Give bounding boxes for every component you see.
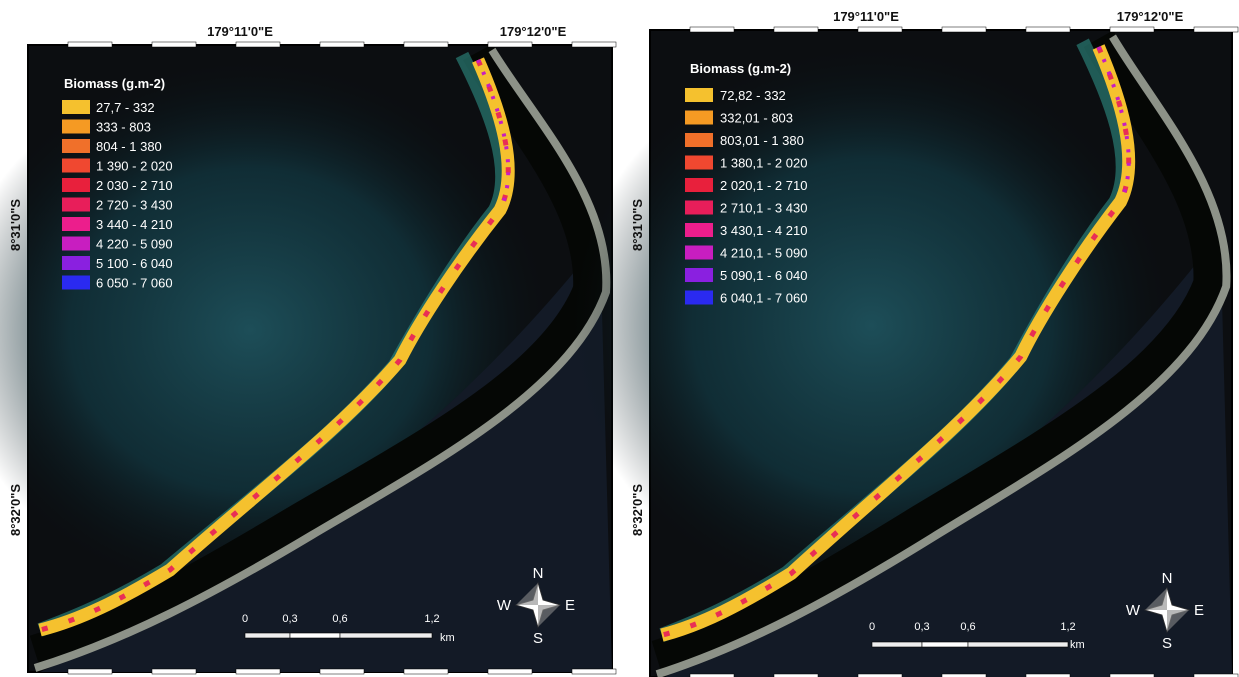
legend-swatch <box>62 100 90 114</box>
scale-bar <box>245 633 290 638</box>
legend-swatch <box>62 198 90 212</box>
compass-letter: E <box>1194 602 1204 619</box>
legend-label: 4 220 - 5 090 <box>96 237 173 252</box>
neat-bar <box>404 42 448 47</box>
legend-label: 2 030 - 2 710 <box>96 178 173 193</box>
legend-label: 3 440 - 4 210 <box>96 217 173 232</box>
legend-swatch <box>685 178 713 192</box>
neat-bar <box>1194 27 1238 32</box>
compass-letter: E <box>565 597 575 614</box>
neat-bar <box>236 669 280 674</box>
scale-label: 0,3 <box>282 613 297 625</box>
legend-swatch <box>685 268 713 282</box>
neat-bar <box>404 669 448 674</box>
map-panel: 179°11'0"E 179°12'0"E 8°31'0"S 8°32'0"S Biom… <box>0 24 616 674</box>
legend-label: 5 100 - 6 040 <box>96 256 173 271</box>
latitude-label: 8°32'0"S <box>8 484 23 536</box>
neat-bar <box>152 669 196 674</box>
neat-bar <box>1026 27 1070 32</box>
longitude-label: 179°11'0"E <box>833 9 899 24</box>
scale-label: 0,6 <box>332 613 347 625</box>
legend-swatch <box>62 237 90 251</box>
scale-label: 0 <box>242 613 248 625</box>
legend-label: 6 050 - 7 060 <box>96 276 173 291</box>
legend-label: 804 - 1 380 <box>96 139 162 154</box>
neat-bar <box>572 669 616 674</box>
longitude-label: 179°11'0"E <box>207 24 273 39</box>
page: {"maps":[ {"top_labels":["179°11'0\"E","… <box>0 0 1239 677</box>
scale-bar <box>340 633 432 638</box>
legend-label: 6 040,1 - 7 060 <box>720 291 807 306</box>
legend-label: 332,01 - 803 <box>720 111 793 126</box>
neat-bar <box>68 42 112 47</box>
legend-swatch <box>62 276 90 290</box>
compass-letter: N <box>1162 570 1173 587</box>
legend-swatch <box>685 291 713 305</box>
scale-label: 1,2 <box>424 613 439 625</box>
legend-swatch <box>685 88 713 102</box>
neat-bar <box>152 42 196 47</box>
neat-bar <box>488 669 532 674</box>
legend-label: 1 390 - 2 020 <box>96 159 173 174</box>
legend-swatch <box>685 246 713 260</box>
scale-unit: km <box>440 632 455 644</box>
legend-label: 2 020,1 - 2 710 <box>720 178 807 193</box>
legend-swatch <box>685 223 713 237</box>
neat-bar <box>572 42 616 47</box>
neat-bar <box>690 27 734 32</box>
latitude-label: 8°31'0"S <box>630 199 645 251</box>
scale-label: 0,6 <box>960 621 975 633</box>
neat-bar <box>68 669 112 674</box>
legend-label: 5 090,1 - 6 040 <box>720 268 807 283</box>
neat-bar <box>774 27 818 32</box>
latitude-label: 8°32'0"S <box>630 484 645 536</box>
scale-label: 0 <box>869 621 875 633</box>
longitude-label: 179°12'0"E <box>1117 9 1184 24</box>
legend-swatch <box>62 217 90 231</box>
legend-swatch <box>62 256 90 270</box>
figure: 179°11'0"E 179°12'0"E 8°31'0"S 8°32'0"S Biom… <box>0 0 1239 677</box>
compass-letter: W <box>497 597 512 614</box>
legend-swatch <box>62 120 90 134</box>
neat-bar <box>488 42 532 47</box>
compass-letter: S <box>533 630 543 647</box>
longitude-label: 179°12'0"E <box>500 24 567 39</box>
scale-bar <box>290 633 340 638</box>
legend-title: Biomass (g.m-2) <box>690 61 791 76</box>
neat-bar <box>942 27 986 32</box>
legend-swatch <box>685 111 713 125</box>
scale-unit: km <box>1070 639 1085 651</box>
neat-bar <box>858 27 902 32</box>
legend-swatch <box>685 201 713 215</box>
legend-swatch <box>62 178 90 192</box>
legend-label: 803,01 - 1 380 <box>720 133 804 148</box>
scale-label: 1,2 <box>1060 621 1075 633</box>
neat-bar <box>236 42 280 47</box>
compass-letter: S <box>1162 635 1172 652</box>
legend-label: 3 430,1 - 4 210 <box>720 223 807 238</box>
latitude-label: 8°31'0"S <box>8 199 23 251</box>
neat-bar <box>320 669 364 674</box>
legend-title: Biomass (g.m-2) <box>64 76 165 91</box>
compass-letter: W <box>1126 602 1141 619</box>
legend-label: 1 380,1 - 2 020 <box>720 156 807 171</box>
legend-label: 333 - 803 <box>96 120 151 135</box>
map-panel: 179°11'0"E 179°12'0"E 8°31'0"S 8°32'0"S Biom… <box>572 9 1238 677</box>
scale-bar <box>872 642 922 647</box>
legend-label: 72,82 - 332 <box>720 88 786 103</box>
legend-swatch <box>62 139 90 153</box>
scale-label: 0,3 <box>914 621 929 633</box>
legend-label: 2 720 - 3 430 <box>96 198 173 213</box>
scale-bar <box>968 642 1068 647</box>
legend-label: 2 710,1 - 3 430 <box>720 201 807 216</box>
legend-swatch <box>62 159 90 173</box>
scale-bar <box>922 642 968 647</box>
legend-swatch <box>685 133 713 147</box>
compass-letter: N <box>533 565 544 582</box>
legend-label: 4 210,1 - 5 090 <box>720 246 807 261</box>
neat-bar <box>1110 27 1154 32</box>
legend-label: 27,7 - 332 <box>96 100 155 115</box>
legend-swatch <box>685 156 713 170</box>
neat-bar <box>320 42 364 47</box>
